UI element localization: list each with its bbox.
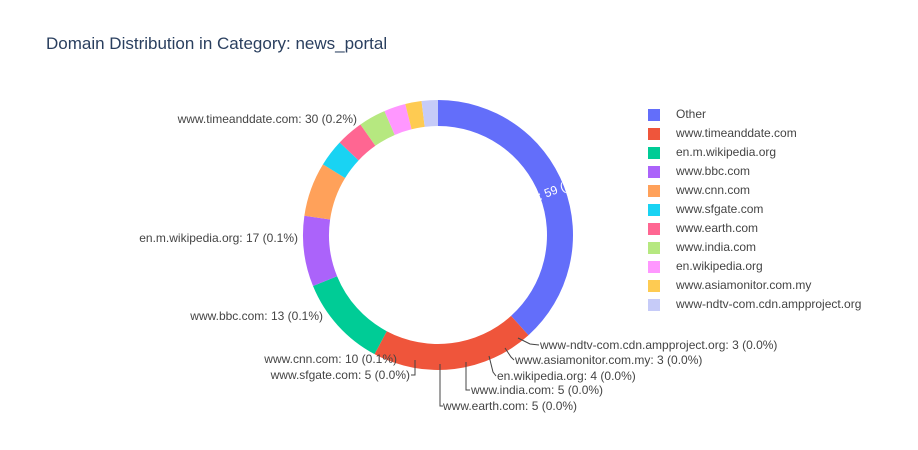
legend-item-www-asiamonitor-com-my[interactable]: www.asiamonitor.com.my [648,276,910,295]
legend-item-en-m-wikipedia-org[interactable]: en.m.wikipedia.org [648,143,910,162]
label-leader-line-www-india-com [465,362,470,391]
label-leader-line-www-earth-com [439,364,443,407]
slice-label-en-m-wikipedia-org: en.m.wikipedia.org: 17 (0.1%) [139,231,298,245]
legend-item-www-ndtv-com-cdn-ampproject-org[interactable]: www-ndtv-com.cdn.ampproject.org [648,295,910,314]
legend-item-www-india-com[interactable]: www.india.com [648,238,910,257]
legend-swatch [648,128,660,140]
slice-label-www-india-com: www.india.com: 5 (0.0%) [470,383,603,397]
legend-label: www.earth.com [676,221,759,235]
legend-label: www.timeanddate.com [676,126,797,140]
slice-label-www-asiamonitor-com-my: www.asiamonitor.com.my: 3 (0.0%) [514,353,702,367]
chart-title: Domain Distribution in Category: news_po… [46,34,388,53]
legend: Other www.timeanddate.com en.m.wikipedia.o… [648,105,910,314]
donut-slice-en-m-wikipedia-org[interactable] [313,276,387,355]
legend-swatch [648,280,660,292]
legend-label: Other [676,107,707,121]
legend-label: en.wikipedia.org [676,259,763,273]
donut-slice-www-timeanddate-com[interactable] [374,315,529,370]
legend-label: www.bbc.com [676,164,751,178]
legend-item-www-earth-com[interactable]: www.earth.com [648,219,910,238]
legend-item-www-sfgate-com[interactable]: www.sfgate.com [648,200,910,219]
legend-swatch [648,242,660,254]
donut-slice-www-sfgate-com[interactable] [322,142,359,178]
donut-slice-www-bbc-com[interactable] [303,215,338,287]
slice-label-www-timeanddate-com: www.timeanddate.com: 30 (0.2%) [177,112,357,126]
legend-item-www-bbc-com[interactable]: www.bbc.com [648,162,910,181]
legend-label: www.sfgate.com [676,202,764,216]
label-leader-line-www-asiamonitor-com-my [504,347,515,361]
slice-label-en-wikipedia-org: en.wikipedia.org: 4 (0.0%) [497,369,636,383]
label-leader-line-www-ndtv-com-cdn-ampproject-org [517,337,540,346]
legend-label: www.asiamonitor.com.my [676,278,812,292]
legend-swatch [648,204,660,216]
legend-label: en.m.wikipedia.org [676,145,777,159]
legend-item-en-wikipedia-org[interactable]: en.wikipedia.org [648,257,910,276]
donut-slice-other[interactable] [438,100,573,336]
donut-slice-www-asiamonitor-com-my[interactable] [405,101,425,130]
donut-slices [303,100,573,370]
donut-slice-www-india-com[interactable] [360,111,395,146]
legend-swatch [648,299,660,311]
label-leader-line-www-sfgate-com [411,360,416,376]
legend-swatch [648,223,660,235]
legend-label: www-ndtv-com.cdn.ampproject.org [676,297,862,311]
donut-slice-en-wikipedia-org[interactable] [384,104,412,135]
legend-label: www.cnn.com [676,183,751,197]
legend-item-www-cnn-com[interactable]: www.cnn.com [648,181,910,200]
legend-item-www-timeanddate-com[interactable]: www.timeanddate.com [648,124,910,143]
slice-label-www-earth-com: www.earth.com: 5 (0.0%) [442,399,577,413]
label-leader-line-en-wikipedia-org [488,355,497,377]
slice-label-www-cnn-com: www.cnn.com: 10 (0.1%) [263,352,397,366]
donut-slice-www-cnn-com[interactable] [304,164,346,220]
legend-swatch [648,166,660,178]
donut-slice-www-ndtv-com-cdn-ampproject-org[interactable] [421,100,438,127]
legend-label: www.india.com [676,240,757,254]
donut-slice-www-earth-com[interactable] [339,124,376,161]
slice-label-www-sfgate-com: www.sfgate.com: 5 (0.0%) [270,368,410,382]
slice-label-www-ndtv-com-cdn-ampproject-org: www-ndtv-com.cdn.ampproject.org: 3 (0.0%… [539,338,777,352]
legend-swatch [648,147,660,159]
legend-item-other[interactable]: Other [648,105,910,124]
legend-swatch [648,109,660,121]
legend-swatch [648,261,660,273]
legend-swatch [648,185,660,197]
slice-label-www-bbc-com: www.bbc.com: 13 (0.1%) [189,309,323,323]
